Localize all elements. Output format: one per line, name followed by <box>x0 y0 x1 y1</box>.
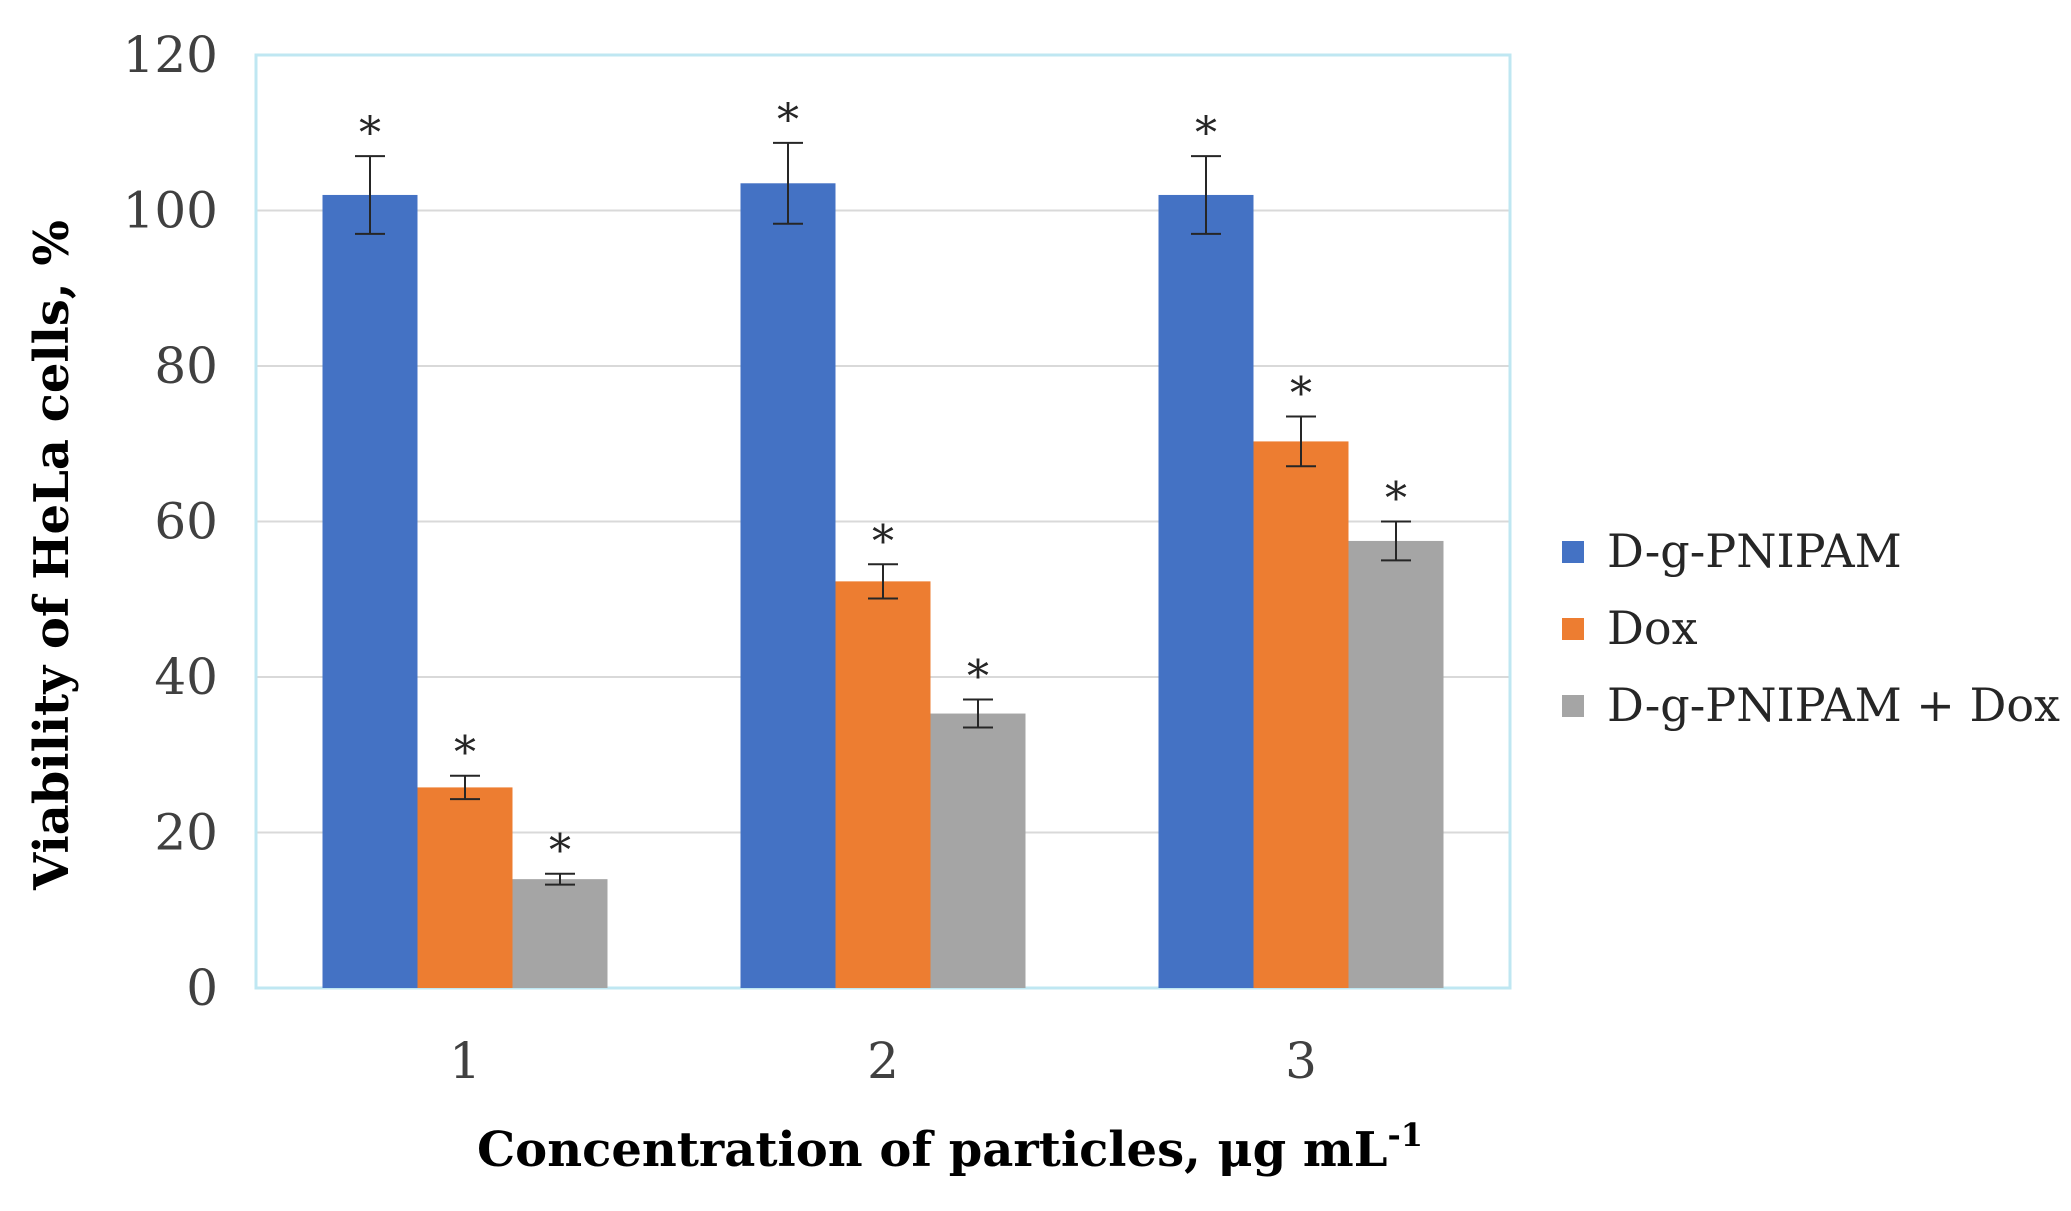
y-tick-label: 20 <box>154 804 218 862</box>
legend: D-g-PNIPAM Dox D-g-PNIPAM + Dox <box>1562 524 2060 732</box>
x-category-labels: 1 2 3 <box>449 1032 1317 1090</box>
y-tick-label: 40 <box>154 648 218 706</box>
y-tick-label: 0 <box>186 959 218 1017</box>
y-axis-title: Viability of HeLa cells, % <box>24 220 80 891</box>
significance-star: * <box>967 652 989 703</box>
legend-swatch <box>1562 695 1584 717</box>
legend-swatch <box>1562 541 1584 563</box>
bar <box>1253 441 1349 989</box>
legend-label: D-g-PNIPAM + Dox <box>1607 678 2060 732</box>
significance-star: * <box>1195 108 1217 159</box>
significance-star: * <box>1290 369 1312 420</box>
y-tick-labels: 0 20 40 60 80 100 120 <box>123 26 218 1017</box>
significance-star: * <box>1385 474 1407 525</box>
significance-star: * <box>549 826 571 877</box>
y-tick-label: 60 <box>154 493 218 551</box>
bar <box>1348 540 1444 988</box>
x-axis-title-superscript: -1 <box>1387 1116 1423 1154</box>
x-category-label: 3 <box>1285 1032 1317 1090</box>
bar <box>417 787 513 988</box>
bar <box>1158 194 1254 988</box>
error-bars <box>355 141 1411 886</box>
bar <box>512 879 608 988</box>
x-category-label: 2 <box>867 1032 899 1090</box>
bar <box>930 713 1026 988</box>
significance-star: * <box>454 728 476 779</box>
bar <box>835 581 931 988</box>
bar <box>322 194 418 988</box>
significance-star: * <box>777 95 799 146</box>
significance-star: * <box>872 516 894 567</box>
significance-markers: * * * * * * * * * <box>359 95 1407 877</box>
y-tick-label: 100 <box>123 182 218 240</box>
legend-swatch <box>1562 618 1584 640</box>
y-tick-label: 80 <box>154 337 218 395</box>
legend-label: D-g-PNIPAM <box>1607 524 1902 578</box>
significance-star: * <box>359 108 381 159</box>
y-tick-label: 120 <box>123 26 218 84</box>
bars <box>322 183 1444 989</box>
x-axis-title-main: Concentration of particles, μg mL <box>477 1122 1388 1178</box>
x-category-label: 1 <box>449 1032 481 1090</box>
legend-label: Dox <box>1607 601 1698 655</box>
bar <box>740 183 836 989</box>
x-axis-title: Concentration of particles, μg mL-1 <box>477 1116 1423 1178</box>
